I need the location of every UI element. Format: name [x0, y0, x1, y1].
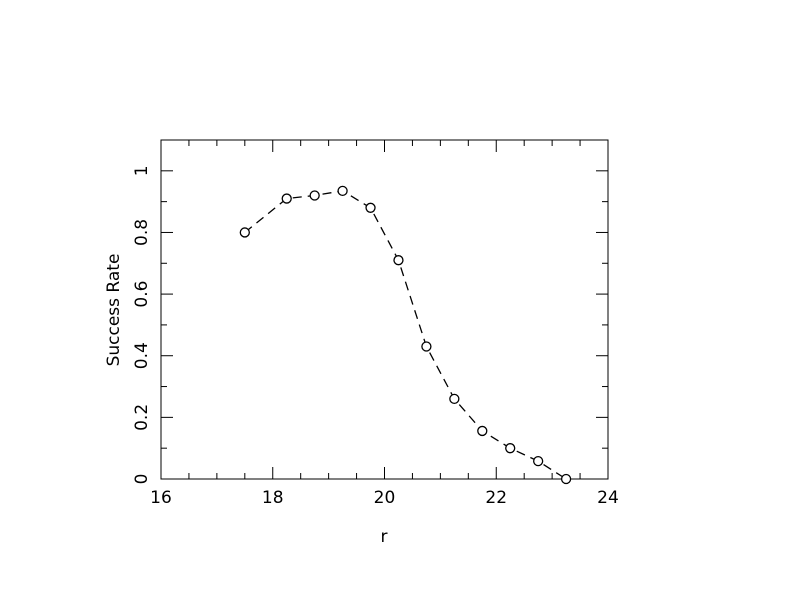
y-tick-label: 0.8	[132, 219, 152, 246]
y-tick-label: 0.2	[132, 404, 152, 431]
data-point	[281, 193, 292, 204]
y-tick-label: 0.4	[132, 342, 152, 369]
data-point	[505, 443, 516, 454]
data-line	[244, 190, 567, 480]
data-point	[365, 202, 376, 213]
x-tick-label: 18	[262, 488, 284, 508]
data-point	[309, 190, 320, 201]
x-tick-label: 22	[485, 488, 507, 508]
data-point	[449, 393, 460, 405]
data-point	[560, 473, 572, 485]
x-axis-label: r	[381, 527, 388, 547]
y-tick-label: 0.6	[132, 281, 152, 308]
plot-frame	[160, 139, 609, 480]
data-point	[393, 255, 404, 266]
data-point	[477, 425, 488, 437]
x-tick-label: 16	[150, 488, 172, 508]
data-point	[337, 185, 348, 197]
x-tick-label: 20	[374, 488, 396, 508]
data-point	[421, 341, 432, 352]
x-tick-label: 24	[597, 488, 619, 508]
y-tick-label: 1	[132, 165, 152, 176]
data-point	[239, 227, 250, 238]
y-axis-label: Success Rate	[104, 254, 124, 367]
y-tick-label: 0	[132, 474, 152, 485]
data-point	[533, 455, 544, 467]
